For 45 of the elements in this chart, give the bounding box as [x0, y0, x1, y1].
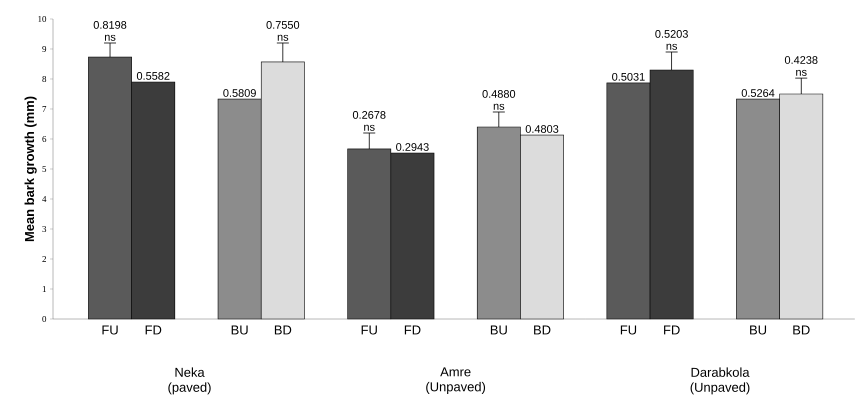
annotation: 0.8198 — [94, 21, 126, 29]
annotation: 0.4803 — [526, 125, 558, 133]
x-tick-label: BU — [232, 326, 248, 335]
annotation: 0.5582 — [136, 72, 170, 80]
annotation: ns — [666, 44, 678, 50]
x-tick-label: FU — [102, 326, 118, 335]
annotation: 0.2943 — [396, 143, 429, 151]
y-tick-label: 3 — [42, 226, 46, 232]
x-tick-label: BD — [274, 326, 292, 334]
x-axis-title: Darabkola (Unpaved) — [690, 367, 750, 394]
annotation: ns — [494, 104, 504, 110]
x-tick-label: BD — [534, 326, 550, 334]
x-tick-label: FD — [664, 326, 680, 334]
x-tick-label: BU — [750, 326, 766, 335]
x-tick-label: BD — [793, 326, 810, 334]
annotation: ns — [278, 34, 288, 41]
x-tick-label: FU — [620, 326, 636, 335]
x-axis-title: Neka (paved) — [168, 367, 211, 394]
annotation: 0.5203 — [655, 30, 688, 38]
annotation: 0.5809 — [223, 89, 256, 97]
annotation: 0.4880 — [482, 90, 516, 98]
annotation: 0.5031 — [612, 72, 645, 81]
y-axis-title: Mean bark growth (mm) — [24, 96, 37, 242]
y-tick-label: 8 — [42, 76, 46, 82]
x-tick-label: FD — [404, 326, 420, 334]
y-tick-label: 9 — [42, 46, 46, 52]
y-tick-label: 5 — [42, 166, 46, 172]
y-tick-label: 10 — [38, 16, 46, 22]
x-tick-label: FU — [362, 326, 377, 335]
annotation: 0.5264 — [742, 89, 774, 97]
y-tick-label: 7 — [42, 106, 46, 112]
y-tick-label: 1 — [42, 286, 46, 292]
annotation: ns — [104, 34, 116, 41]
x-tick-label: FD — [146, 326, 162, 334]
annotation: 0.2678 — [352, 111, 386, 119]
y-tick-label: 0 — [42, 316, 46, 322]
annotation: ns — [796, 70, 807, 76]
annotation: 0.4238 — [784, 56, 818, 64]
y-tick-label: 4 — [42, 196, 46, 202]
y-tick-label: 2 — [42, 256, 46, 262]
x-tick-label: BU — [490, 326, 507, 335]
y-tick-label: 6 — [42, 136, 46, 142]
x-axis-title: Amre (Unpaved) — [426, 367, 486, 394]
annotation: ns — [364, 124, 375, 131]
annotation: 0.7550 — [266, 21, 300, 29]
